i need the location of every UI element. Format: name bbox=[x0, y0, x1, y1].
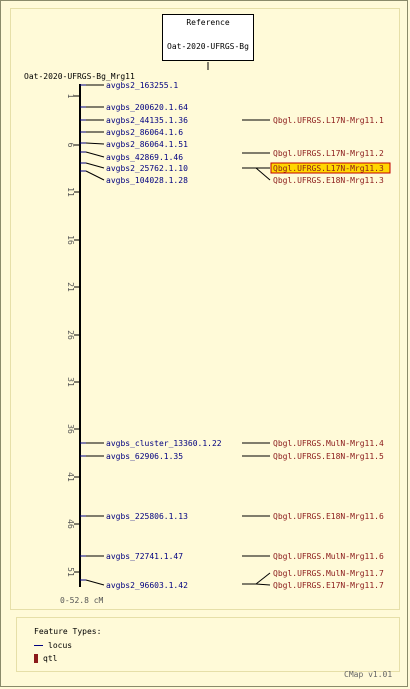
locus-connector bbox=[85, 151, 105, 158]
axis-tick-label: 11 bbox=[66, 187, 75, 197]
qtl-label[interactable]: Qbgl.UFRGS.MulN-Mrg11.6 bbox=[273, 552, 384, 561]
qtl-item[interactable]: Qbgl.UFRGS.E18N-Mrg11.3 bbox=[242, 167, 384, 185]
reference-label: Reference bbox=[186, 18, 230, 27]
locus-swatch bbox=[34, 645, 43, 646]
axis-tick-label: 1 bbox=[66, 94, 75, 99]
axis-tick-label: 26 bbox=[66, 330, 75, 340]
axis-tick-label: 36 bbox=[66, 424, 75, 434]
locus-label[interactable]: avgbs_62906.1.35 bbox=[106, 452, 183, 461]
qtl-item[interactable]: Qbgl.UFRGS.L17N-Mrg11.2 bbox=[242, 149, 384, 158]
locus-item[interactable]: avgbs2_86064.1.6 bbox=[80, 128, 183, 137]
reference-map-name[interactable]: Oat-2020-UFRGS-Bg bbox=[167, 42, 249, 51]
locus-item[interactable]: avgbs_200620.1.64 bbox=[80, 103, 188, 112]
locus-connector bbox=[85, 170, 105, 181]
locus-item[interactable]: avgbs_72741.1.47 bbox=[80, 552, 183, 561]
locus-item[interactable]: avgbs_104028.1.28 bbox=[80, 170, 188, 185]
loci-group: avgbs2_163255.1 avgbs_200620.1.64 avgbs2_4… bbox=[80, 81, 222, 590]
locus-item[interactable]: avgbs2_25762.1.10 bbox=[80, 162, 188, 173]
locus-connector bbox=[85, 142, 105, 145]
locus-label[interactable]: avgbs_225806.1.13 bbox=[106, 512, 188, 521]
qtl-label[interactable]: Qbgl.UFRGS.L17N-Mrg11.1 bbox=[273, 116, 384, 125]
locus-label[interactable]: avgbs_42869.1.46 bbox=[106, 153, 183, 162]
qtl-label[interactable]: Qbgl.UFRGS.MulN-Mrg11.7 bbox=[273, 569, 384, 578]
locus-item[interactable]: avgbs_225806.1.13 bbox=[80, 512, 188, 521]
qtl-item[interactable]: Qbgl.UFRGS.E18N-Mrg11.6 bbox=[242, 512, 384, 521]
legend-qtl-label: qtl bbox=[43, 654, 58, 663]
qtl-label[interactable]: Qbgl.UFRGS.MulN-Mrg11.4 bbox=[273, 439, 384, 448]
locus-label[interactable]: avgbs2_86064.1.51 bbox=[106, 140, 188, 149]
qtl-item[interactable]: Qbgl.UFRGS.E17N-Mrg11.7 bbox=[242, 581, 384, 590]
locus-item[interactable]: avgbs2_96603.1.42 bbox=[80, 579, 188, 590]
locus-label[interactable]: avgbs_104028.1.28 bbox=[106, 176, 188, 185]
locus-connector bbox=[85, 162, 105, 169]
axis-tick-label: 6 bbox=[66, 143, 75, 148]
qtl-item[interactable]: Qbgl.UFRGS.MulN-Mrg11.6 bbox=[242, 552, 384, 561]
qtl-swatch bbox=[34, 654, 38, 663]
qtl-label[interactable]: Qbgl.UFRGS.E18N-Mrg11.6 bbox=[273, 512, 384, 521]
legend-panel bbox=[16, 617, 400, 672]
qtl-connector bbox=[255, 167, 271, 181]
qtl-label[interactable]: Qbgl.UFRGS.E17N-Mrg11.7 bbox=[273, 581, 384, 590]
qtl-label[interactable]: Qbgl.UFRGS.L17N-Mrg11.3 bbox=[273, 164, 384, 173]
locus-item[interactable]: avgbs_cluster_13360.1.22 bbox=[80, 439, 222, 448]
axis-tick-label: 46 bbox=[66, 519, 75, 529]
axis-tick-label: 16 bbox=[66, 235, 75, 245]
locus-label[interactable]: avgbs2_163255.1 bbox=[106, 81, 178, 90]
qtl-item[interactable]: Qbgl.UFRGS.E18N-Mrg11.5 bbox=[242, 452, 384, 461]
locus-label[interactable]: avgbs_200620.1.64 bbox=[106, 103, 188, 112]
map-title[interactable]: Oat-2020-UFRGS-Bg_Mrg11 bbox=[24, 72, 135, 81]
legend-item-locus: locus bbox=[34, 641, 72, 650]
map-range-label: 0-52.8 cM bbox=[60, 596, 104, 605]
locus-item[interactable]: avgbs2_86064.1.51 bbox=[80, 140, 188, 149]
qtl-group: Qbgl.UFRGS.L17N-Mrg11.1 Qbgl.UFRGS.L17N-M… bbox=[242, 116, 391, 590]
locus-label[interactable]: avgbs2_44135.1.36 bbox=[106, 116, 188, 125]
qtl-label[interactable]: Qbgl.UFRGS.L17N-Mrg11.2 bbox=[273, 149, 384, 158]
locus-label[interactable]: avgbs2_25762.1.10 bbox=[106, 164, 188, 173]
locus-connector bbox=[85, 579, 105, 586]
locus-item[interactable]: avgbs2_44135.1.36 bbox=[80, 116, 188, 125]
qtl-connector bbox=[255, 583, 271, 586]
locus-label[interactable]: avgbs_cluster_13360.1.22 bbox=[106, 439, 222, 448]
reference-box[interactable]: Reference Oat-2020-UFRGS-Bg bbox=[162, 14, 254, 61]
locus-label[interactable]: avgbs2_86064.1.6 bbox=[106, 128, 183, 137]
axis-tick-label: 41 bbox=[66, 472, 75, 482]
locus-item[interactable]: avgbs2_163255.1 bbox=[80, 81, 178, 90]
locus-item[interactable]: avgbs_62906.1.35 bbox=[80, 452, 183, 461]
axis-tick-label: 31 bbox=[66, 377, 75, 387]
locus-item[interactable]: avgbs_42869.1.46 bbox=[80, 151, 183, 162]
axis-tick-label: 21 bbox=[66, 282, 75, 292]
axis-tick-label: 51 bbox=[66, 567, 75, 577]
legend-title: Feature Types: bbox=[34, 627, 102, 636]
qtl-label[interactable]: Qbgl.UFRGS.E18N-Mrg11.5 bbox=[273, 452, 384, 461]
legend-locus-label: locus bbox=[48, 641, 73, 650]
qtl-item[interactable]: Qbgl.UFRGS.L17N-Mrg11.3 bbox=[242, 162, 391, 174]
legend-item-qtl: qtl bbox=[34, 654, 57, 663]
qtl-item[interactable]: Qbgl.UFRGS.L17N-Mrg11.1 bbox=[242, 116, 384, 125]
locus-label[interactable]: avgbs_72741.1.47 bbox=[106, 552, 183, 561]
map-panel bbox=[10, 8, 400, 610]
qtl-label[interactable]: Qbgl.UFRGS.E18N-Mrg11.3 bbox=[273, 176, 384, 185]
qtl-connector bbox=[255, 572, 271, 585]
qtl-item[interactable]: Qbgl.UFRGS.MulN-Mrg11.4 bbox=[242, 439, 384, 448]
version-label: CMap v1.01 bbox=[344, 670, 393, 679]
locus-label[interactable]: avgbs2_96603.1.42 bbox=[106, 581, 188, 590]
qtl-highlight bbox=[270, 162, 391, 174]
